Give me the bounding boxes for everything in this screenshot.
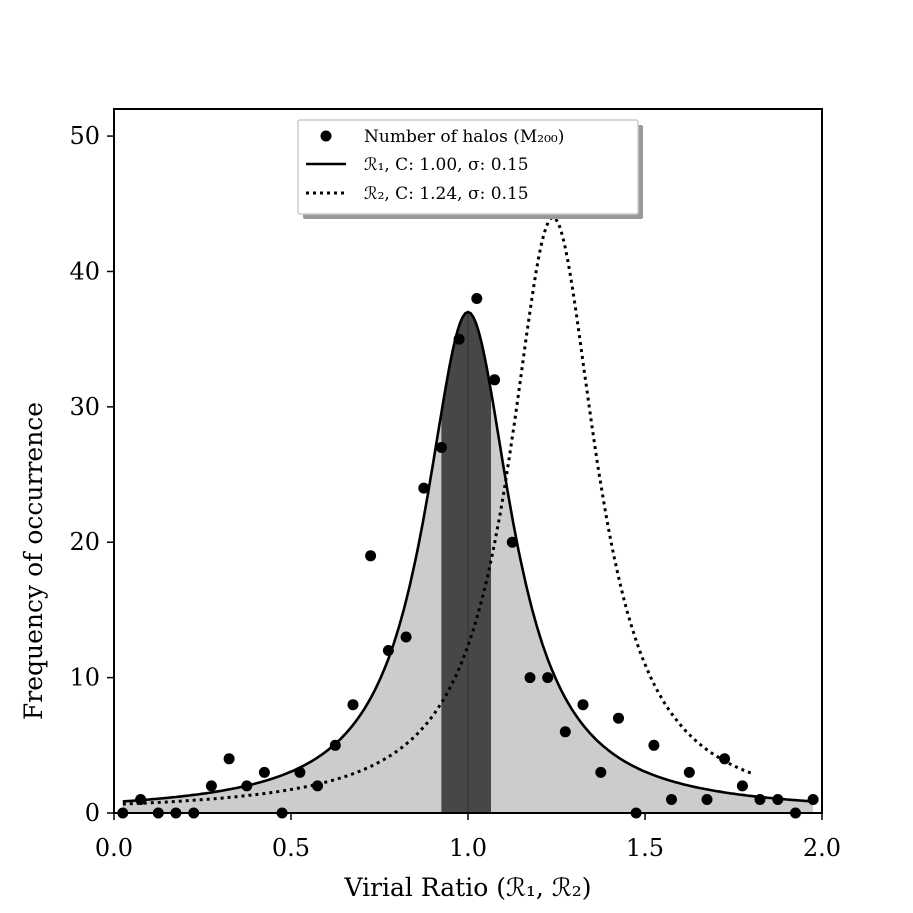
y-tick-label: 20 bbox=[69, 528, 100, 556]
scatter-point bbox=[312, 780, 323, 792]
scatter-point bbox=[577, 699, 589, 711]
scatter-point bbox=[294, 766, 306, 778]
scatter-point bbox=[241, 780, 253, 792]
scatter-point bbox=[542, 672, 554, 684]
scatter-point bbox=[648, 739, 660, 751]
legend: Number of halos (M₂₀₀) ℛ₁, C: 1.00, σ: 0.… bbox=[297, 119, 643, 219]
scatter-point bbox=[559, 726, 571, 738]
x-axis-title: Virial Ratio (ℛ₁, ℛ₂) bbox=[343, 873, 591, 902]
y-tick-label: 40 bbox=[69, 257, 100, 285]
scatter-point bbox=[471, 293, 483, 304]
scatter-point bbox=[489, 374, 501, 386]
y-tick-label: 10 bbox=[69, 664, 100, 692]
y-tick-label: 30 bbox=[69, 393, 100, 421]
x-tick-label: 1.0 bbox=[449, 834, 487, 862]
legend-box bbox=[297, 119, 639, 215]
scatter-point bbox=[666, 794, 677, 805]
scatter-point bbox=[772, 794, 784, 805]
legend-label: ℛ₂, C: 1.24, σ: 0.15 bbox=[364, 184, 529, 204]
scatter-point bbox=[719, 753, 731, 765]
peak-band bbox=[441, 312, 491, 813]
scatter-point bbox=[347, 699, 359, 711]
scatter-point bbox=[400, 631, 412, 643]
legend-dot-icon bbox=[320, 130, 332, 142]
scatter-point bbox=[258, 766, 270, 778]
scatter-point bbox=[754, 794, 766, 805]
scatter-point bbox=[595, 766, 607, 778]
scatter-point bbox=[223, 753, 235, 765]
scatter-point bbox=[613, 712, 624, 724]
scatter-point bbox=[205, 780, 217, 792]
scatter-point bbox=[736, 780, 748, 792]
scatter-point bbox=[453, 333, 465, 345]
scatter-point bbox=[807, 794, 819, 805]
x-tick-label: 2.0 bbox=[803, 834, 841, 862]
scatter-point bbox=[524, 672, 536, 684]
curve-r2 bbox=[122, 215, 752, 806]
scatter-point bbox=[506, 536, 518, 548]
scatter-point bbox=[683, 766, 695, 778]
legend-label: Number of halos (M₂₀₀) bbox=[364, 127, 564, 147]
scatter-point bbox=[382, 645, 394, 656]
scatter-point bbox=[365, 550, 377, 562]
scatter-point bbox=[701, 794, 713, 805]
scatter-point bbox=[418, 482, 430, 494]
x-tick-label: 1.5 bbox=[626, 834, 664, 862]
scatter-point bbox=[329, 739, 341, 751]
axes: 0.0 0.5 1.0 1.5 2.0 0 10 20 30 40 50 Virial Ratio (… bbox=[19, 108, 841, 902]
plot-area bbox=[117, 215, 819, 819]
y-tick-label: 50 bbox=[69, 122, 100, 150]
scatter-point bbox=[135, 794, 147, 805]
scatter-point bbox=[435, 442, 447, 453]
curve-r1 bbox=[122, 310, 814, 803]
y-axis-title: Frequency of occurrence bbox=[19, 402, 48, 720]
x-tick-label: 0.0 bbox=[95, 834, 133, 862]
legend-label: ℛ₁, C: 1.00, σ: 0.15 bbox=[364, 155, 529, 175]
y-tick-label: 0 bbox=[85, 799, 100, 827]
x-tick-label: 0.5 bbox=[272, 834, 310, 862]
